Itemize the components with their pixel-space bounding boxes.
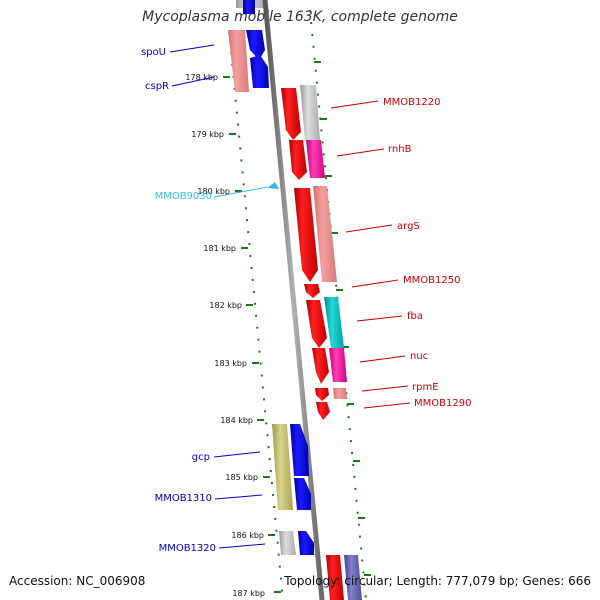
tick-label: 182 kbp xyxy=(209,301,242,310)
connector-cspR xyxy=(171,76,215,87)
label-spoU[interactable]: spoU xyxy=(141,47,166,58)
tick-group: 178 kbp 179 kbp 180 kbp 181 kbp 182 kbp … xyxy=(185,73,281,598)
connector-MMOB1320 xyxy=(218,543,266,549)
right-tick-group xyxy=(314,61,371,576)
tick-label: 187 kbp xyxy=(232,589,265,598)
gene-cds-argS[interactable] xyxy=(313,186,337,282)
connector-MMOB9030 xyxy=(213,186,268,198)
gene-fba[interactable] xyxy=(306,300,327,348)
connector-rnhB xyxy=(336,148,385,157)
gene-labels: spoU cspR MMOB1220 rnhB MMOB9030 argS MM… xyxy=(141,47,471,554)
gene-MMOB1250[interactable] xyxy=(304,284,320,298)
tick-label: 184 kbp xyxy=(220,416,253,425)
gene-MMOB1310[interactable] xyxy=(294,478,311,510)
gene-nuc[interactable] xyxy=(312,348,329,384)
outer-track-left xyxy=(229,39,284,600)
gene-cds-MMOB1220[interactable] xyxy=(300,85,320,140)
connector-rpmE xyxy=(361,385,409,392)
gene-rpmE[interactable] xyxy=(315,388,329,401)
gene-bottom-purple[interactable] xyxy=(344,555,362,600)
label-MMOB1290[interactable]: MMOB1290 xyxy=(414,398,471,409)
connector-spoU xyxy=(169,44,215,53)
tick-label: 181 kbp xyxy=(203,244,236,253)
gene-rnhB[interactable] xyxy=(289,140,307,180)
gene-cds-rnhB[interactable] xyxy=(306,140,325,178)
tick-label: 178 kbp xyxy=(185,73,218,82)
gene-cds-spoU[interactable] xyxy=(228,30,249,92)
gene-argS[interactable] xyxy=(294,188,318,282)
connector-argS xyxy=(345,224,393,233)
connector-MMOB1310 xyxy=(214,494,263,500)
gene-MMOB1320[interactable] xyxy=(298,531,314,555)
connector-MMOB1290 xyxy=(363,402,411,409)
gene-cds-MMOB1320[interactable] xyxy=(279,531,296,555)
gene-bottom-red[interactable] xyxy=(326,555,344,600)
genome-backbone xyxy=(262,0,325,600)
topology-text: Topology: circular; Length: 777,079 bp; … xyxy=(284,574,591,588)
tick-label: 183 kbp xyxy=(214,359,247,368)
gene-cds-rpmE[interactable] xyxy=(333,388,347,399)
tick-label: 180 kbp xyxy=(197,187,230,196)
label-MMOB1320[interactable]: MMOB1320 xyxy=(159,543,216,554)
label-rpmE[interactable]: rpmE xyxy=(412,382,439,393)
connector-MMOB1220 xyxy=(330,100,379,109)
accession-text: Accession: NC_006908 xyxy=(9,574,146,588)
label-MMOB1250[interactable]: MMOB1250 xyxy=(403,275,460,286)
connector-nuc xyxy=(359,355,406,363)
tick-label: 185 kbp xyxy=(225,473,258,482)
label-fba[interactable]: fba xyxy=(407,311,423,322)
gene-cds-gcp[interactable] xyxy=(272,424,293,510)
tick-label: 186 kbp xyxy=(231,531,264,540)
label-nuc[interactable]: nuc xyxy=(410,351,428,362)
label-rnhB[interactable]: rnhB xyxy=(388,144,412,155)
connector-MMOB1250 xyxy=(351,279,399,288)
backbone-top-cap-blue xyxy=(243,0,255,14)
map-title: Mycoplasma mobile 163K, complete genome xyxy=(142,9,458,25)
gene-cds-nuc[interactable] xyxy=(329,348,347,382)
label-MMOB1310[interactable]: MMOB1310 xyxy=(155,493,212,504)
tick-label: 179 kbp xyxy=(191,130,224,139)
connector-fba xyxy=(356,315,403,322)
gene-MMOB1220[interactable] xyxy=(281,88,301,140)
label-MMOB9030[interactable]: MMOB9030 xyxy=(155,191,212,202)
label-cspR[interactable]: cspR xyxy=(145,81,169,92)
outer-track-right xyxy=(309,9,367,600)
gene-cspR[interactable] xyxy=(250,55,269,88)
label-gcp[interactable]: gcp xyxy=(192,452,210,463)
gene-cds-fba[interactable] xyxy=(324,297,344,348)
connector-gcp xyxy=(213,451,261,458)
label-argS[interactable]: argS xyxy=(397,221,420,232)
gene-spoU[interactable] xyxy=(246,30,265,60)
gene-gcp[interactable] xyxy=(290,424,309,476)
gene-MMOB1290[interactable] xyxy=(316,402,330,420)
label-MMOB1220[interactable]: MMOB1220 xyxy=(383,97,440,108)
label-lines xyxy=(169,44,411,549)
gene-MMOB9030[interactable] xyxy=(267,182,279,189)
